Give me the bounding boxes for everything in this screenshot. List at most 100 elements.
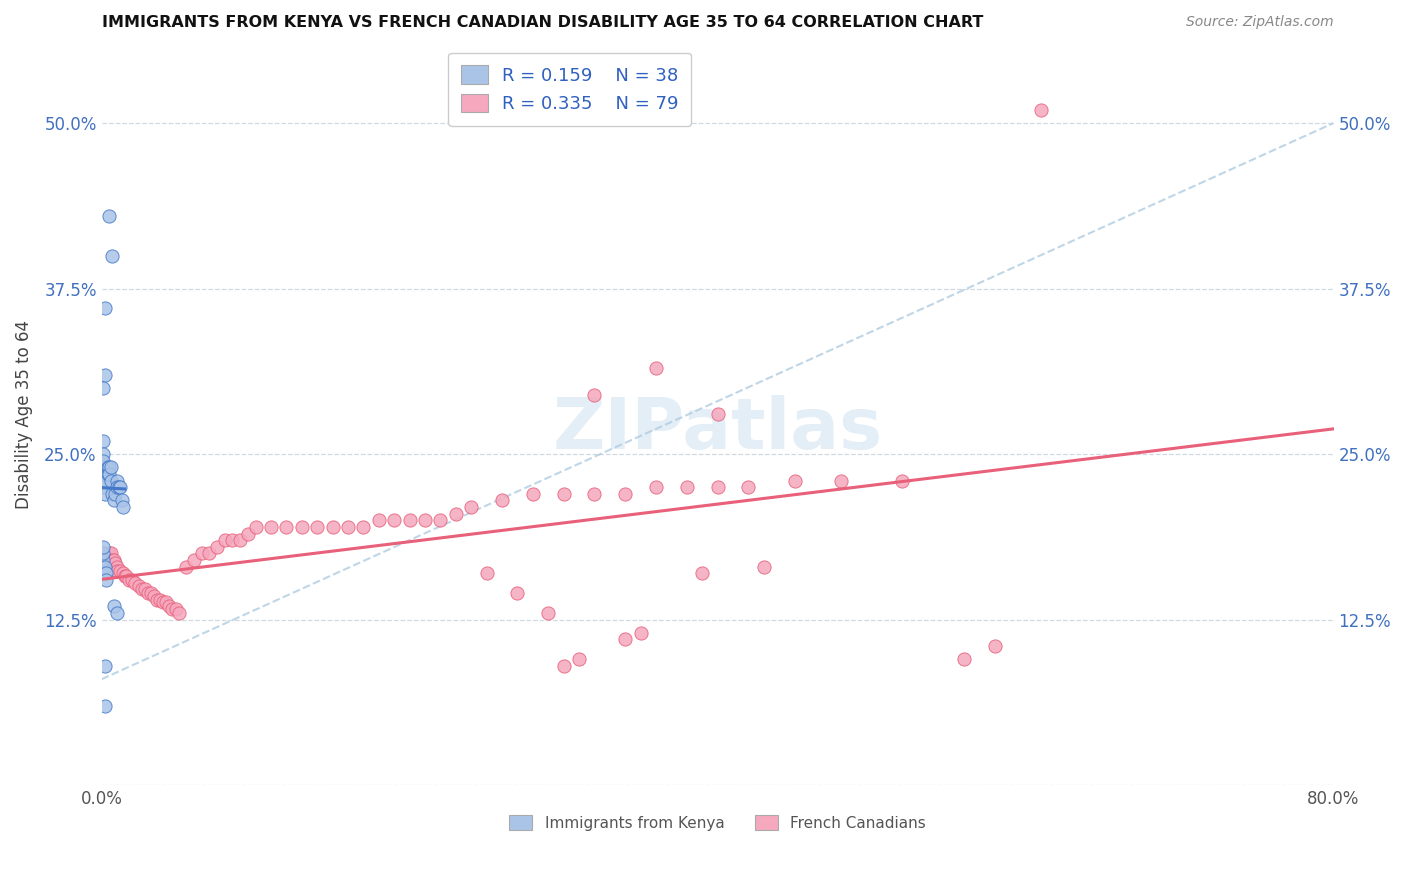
Point [97, 460, 120, 475]
Point [91, 454, 114, 468]
Point [460, 500, 482, 514]
Point [336, 520, 359, 534]
Point [553, 487, 575, 501]
Point [91, 546, 114, 560]
Point [108, 480, 131, 494]
Point [307, 520, 329, 534]
Point [91, 553, 114, 567]
Point [214, 533, 236, 548]
Point [91, 540, 114, 554]
Point [100, 546, 122, 560]
Point [891, 474, 914, 488]
Point [737, 480, 759, 494]
Point [105, 606, 128, 620]
Point [583, 387, 606, 401]
Point [115, 569, 138, 583]
Point [429, 513, 451, 527]
Legend: Immigrants from Kenya, French Canadians: Immigrants from Kenya, French Canadians [503, 808, 932, 837]
Point [98, 467, 121, 481]
Point [103, 553, 125, 567]
Point [107, 480, 129, 494]
Point [96, 467, 118, 481]
Point [93, 301, 115, 316]
Point [382, 513, 405, 527]
Point [118, 573, 141, 587]
Point [352, 520, 374, 534]
Point [506, 586, 529, 600]
Point [236, 526, 259, 541]
Point [93, 698, 115, 713]
Point [121, 573, 143, 587]
Point [276, 520, 298, 534]
Point [190, 546, 212, 560]
Y-axis label: Disability Age 35 to 64: Disability Age 35 to 64 [15, 320, 32, 508]
Point [162, 602, 184, 616]
Point [105, 474, 128, 488]
Point [152, 595, 174, 609]
Point [100, 474, 122, 488]
Point [110, 493, 132, 508]
Point [93, 659, 115, 673]
Point [165, 602, 187, 616]
Point [93, 559, 115, 574]
Point [413, 513, 436, 527]
Text: IMMIGRANTS FROM KENYA VS FRENCH CANADIAN DISABILITY AGE 35 TO 64 CORRELATION CHA: IMMIGRANTS FROM KENYA VS FRENCH CANADIAN… [101, 15, 983, 30]
Point [97, 467, 120, 481]
Point [444, 507, 467, 521]
Point [245, 520, 267, 534]
Point [614, 487, 637, 501]
Point [568, 652, 591, 666]
Point [93, 487, 115, 501]
Text: Source: ZipAtlas.com: Source: ZipAtlas.com [1185, 15, 1333, 29]
Point [537, 606, 560, 620]
Point [260, 520, 283, 534]
Point [155, 595, 177, 609]
Point [114, 569, 136, 583]
Point [157, 599, 180, 614]
Point [645, 361, 668, 376]
Point [136, 586, 159, 600]
Point [690, 566, 713, 581]
Point [198, 546, 221, 560]
Point [983, 639, 1005, 653]
Point [583, 487, 606, 501]
Point [142, 589, 165, 603]
Point [752, 559, 775, 574]
Point [131, 582, 153, 596]
Point [553, 659, 575, 673]
Point [128, 580, 150, 594]
Point [291, 520, 314, 534]
Point [1029, 103, 1052, 117]
Point [221, 533, 243, 548]
Point [167, 606, 190, 620]
Point [104, 487, 127, 501]
Point [96, 566, 118, 581]
Point [134, 582, 156, 596]
Point [98, 546, 121, 560]
Point [830, 474, 852, 488]
Point [322, 520, 344, 534]
Point [91, 434, 114, 448]
Point [104, 556, 127, 570]
Text: ZIPatlas: ZIPatlas [553, 394, 883, 464]
Point [475, 566, 498, 581]
Point [93, 368, 115, 382]
Point [96, 474, 118, 488]
Point [149, 592, 172, 607]
Point [522, 487, 544, 501]
Point [96, 573, 118, 587]
Point [91, 467, 114, 481]
Point [124, 575, 146, 590]
Point [98, 209, 121, 223]
Point [103, 493, 125, 508]
Point [101, 553, 124, 567]
Point [398, 513, 420, 527]
Point [112, 500, 135, 514]
Point [101, 487, 124, 501]
Point [91, 480, 114, 494]
Point [706, 408, 728, 422]
Point [205, 540, 228, 554]
Point [174, 559, 197, 574]
Point [953, 652, 976, 666]
Point [706, 480, 728, 494]
